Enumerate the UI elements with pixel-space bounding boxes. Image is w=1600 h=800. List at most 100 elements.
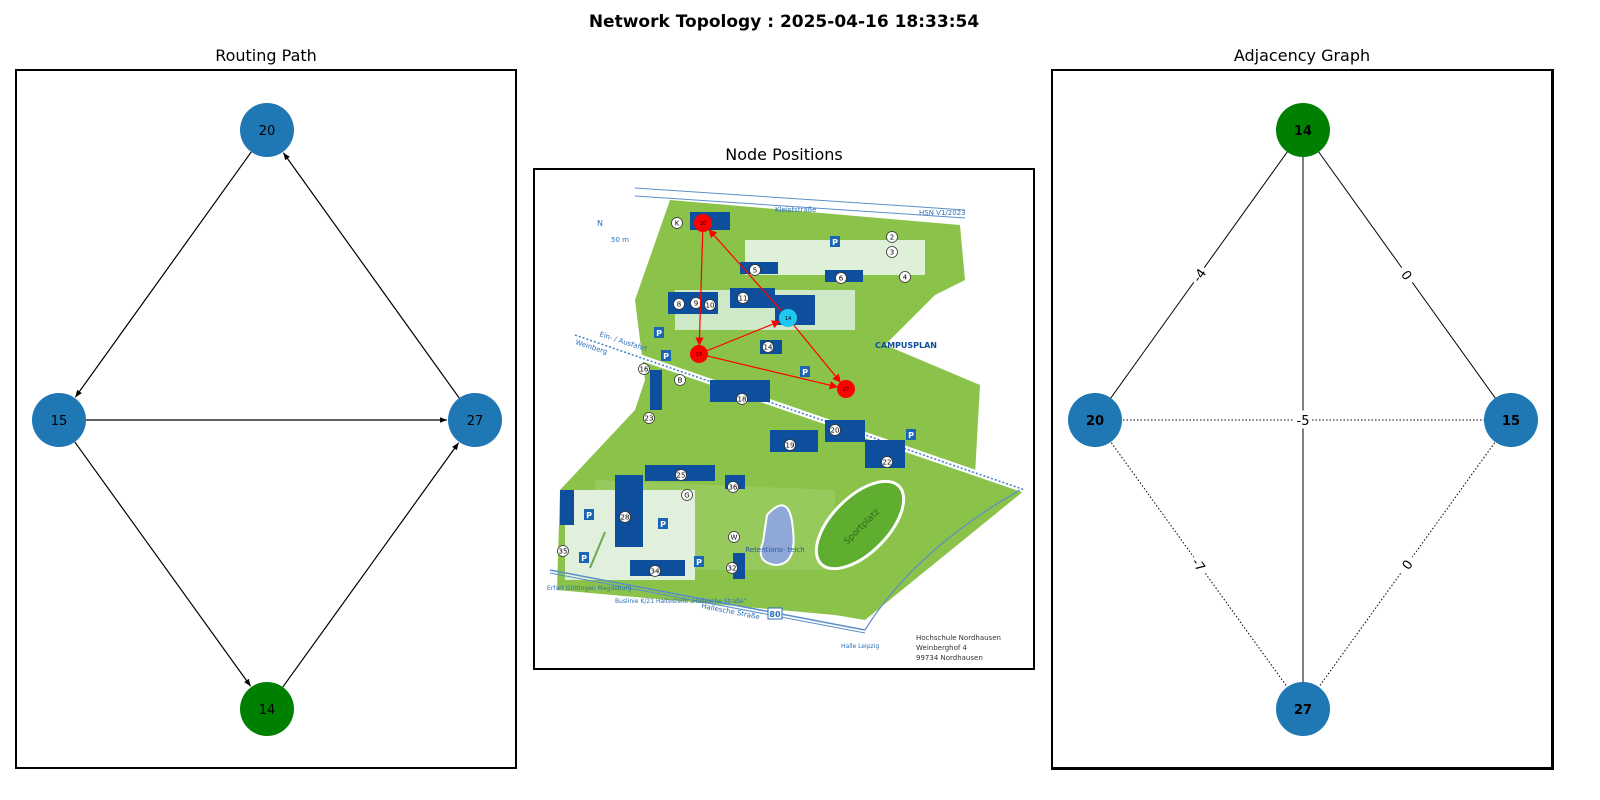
parking-sign-label: P [802,368,808,377]
building-label-9: 9 [694,300,698,308]
routing-path-panel: 20 15 27 14 [15,69,517,769]
parking-sign-label: P [586,511,592,520]
svg-text:-7: -7 [1188,556,1208,575]
building-label-23: 23 [645,415,654,423]
building-label-3: 3 [890,249,894,257]
svg-text:-5: -5 [1297,414,1310,429]
parking-signs: P P P P P P P P P [579,236,916,567]
adjacency-node-27 [1276,682,1330,736]
building-label-8: 8 [677,301,681,309]
routing-node-14 [240,682,294,736]
building-label-6: 6 [839,275,844,283]
building-marker-5 [749,264,761,276]
building-label-18: 18 [738,396,747,404]
building-label-11: 11 [739,295,748,303]
building-label-22: 22 [883,459,892,467]
map-node-27 [837,380,855,398]
adjacency-node-14 [1276,103,1330,157]
adjacency-node-15 [1484,393,1538,447]
building-label-G: G [684,492,689,500]
routing-node-15 [32,393,86,447]
routing-edge-27-20 [282,152,460,399]
routing-node-label-27: 27 [467,414,484,429]
building-label-32: 32 [728,565,737,573]
north-label: N [597,219,603,228]
building-label-2: 2 [890,234,894,242]
building-label-28: 28 [621,514,630,522]
node-positions-title: Node Positions [725,145,843,164]
building-label-K: K [675,220,680,228]
adjacency-weight-14-20: -4 [1187,263,1211,287]
building-label-16: 16 [640,366,649,374]
map-node-20 [694,214,712,232]
building-marker-3 [886,246,898,258]
parking-sign [830,236,840,247]
campus-map: Sportplatz Retentions- teich Kleiststraß… [547,187,1026,662]
building-marker-9 [690,297,702,309]
sportplatz: Sportplatz [814,479,906,571]
building-label-10: 10 [706,302,715,310]
map-node-label-20: 20 [700,221,706,227]
parking-sign [584,509,594,520]
building-marker-23 [643,412,655,424]
map-arrow-15-27 [707,355,839,390]
erfurt-label: Erfurt Göttingen Magdeburg [547,585,632,592]
adjacency-node-label-20: 20 [1086,414,1104,429]
building-marker-W [728,531,740,543]
map-arrow-14-27 [793,324,841,383]
adjacency-weight-14-15: 0 [1395,263,1419,287]
parking-sign-label: P [908,431,914,440]
node-positions-panel: Sportplatz Retentions- teich Kleiststraß… [533,168,1035,670]
adjacency-weight-20-15: -5 [1294,412,1312,429]
routing-node-20 [240,103,294,157]
routing-edge-20-15 [74,151,252,398]
parking-sign-label: P [663,352,669,361]
address-line-2: Weinberghof 4 [916,644,968,652]
routing-edge-14-27 [282,442,460,688]
bus-label: Buslinie K/21 Haltestelle „Hallesche Str… [615,598,747,605]
building-marker-G [681,489,693,501]
routing-path-graph: 20 15 27 14 [32,103,502,736]
building-label-25: 25 [677,472,686,480]
adjacency-node-label-15: 15 [1502,414,1520,429]
parking-sign-label: P [696,558,702,567]
street-top-label: Kleiststraße [775,206,816,214]
building-label-34: 34 [651,568,660,576]
building-label-14: 14 [764,344,773,352]
map-arrow-15-14 [707,320,781,352]
building-marker-35 [557,545,569,557]
parking-sign [658,518,668,529]
building-label-W: W [731,534,738,542]
parking-sign-label: P [660,520,666,529]
building-marker-32 [726,562,738,574]
scale-label: 50 m [611,236,629,244]
roads [549,187,1026,634]
building-marker-18 [736,393,748,405]
map-node-label-14: 14 [785,316,791,322]
adjacency-node-label-14: 14 [1294,124,1312,139]
parking-sign-label: P [581,554,587,563]
building-marker-22 [881,456,893,468]
figure-title: Network Topology : 2025-04-16 18:33:54 [588,12,980,32]
building-marker-2 [886,231,898,243]
routing-node-27 [448,393,502,447]
building-marker-14 [762,341,774,353]
retention-pond-label: Retentions- teich [745,546,804,554]
road-sign-label: 80 [769,610,781,619]
adjacency-graph-title: Adjacency Graph [1233,46,1371,65]
building-marker-25 [675,469,687,481]
parking-sign [661,350,671,361]
address-line-1: Hochschule Nordhausen [916,634,1001,642]
building-label-35: 35 [559,548,568,556]
adjacency-node-label-27: 27 [1294,703,1312,718]
routing-node-label-15: 15 [51,414,68,429]
building-marker-8 [673,298,685,310]
parking-sign-label: P [656,329,662,338]
building-marker-28 [619,511,631,523]
address-line-3: 99734 Nordhausen [916,654,983,662]
map-arrow-20-15 [695,231,704,346]
version-label: HSN V1/2023 [919,209,966,217]
